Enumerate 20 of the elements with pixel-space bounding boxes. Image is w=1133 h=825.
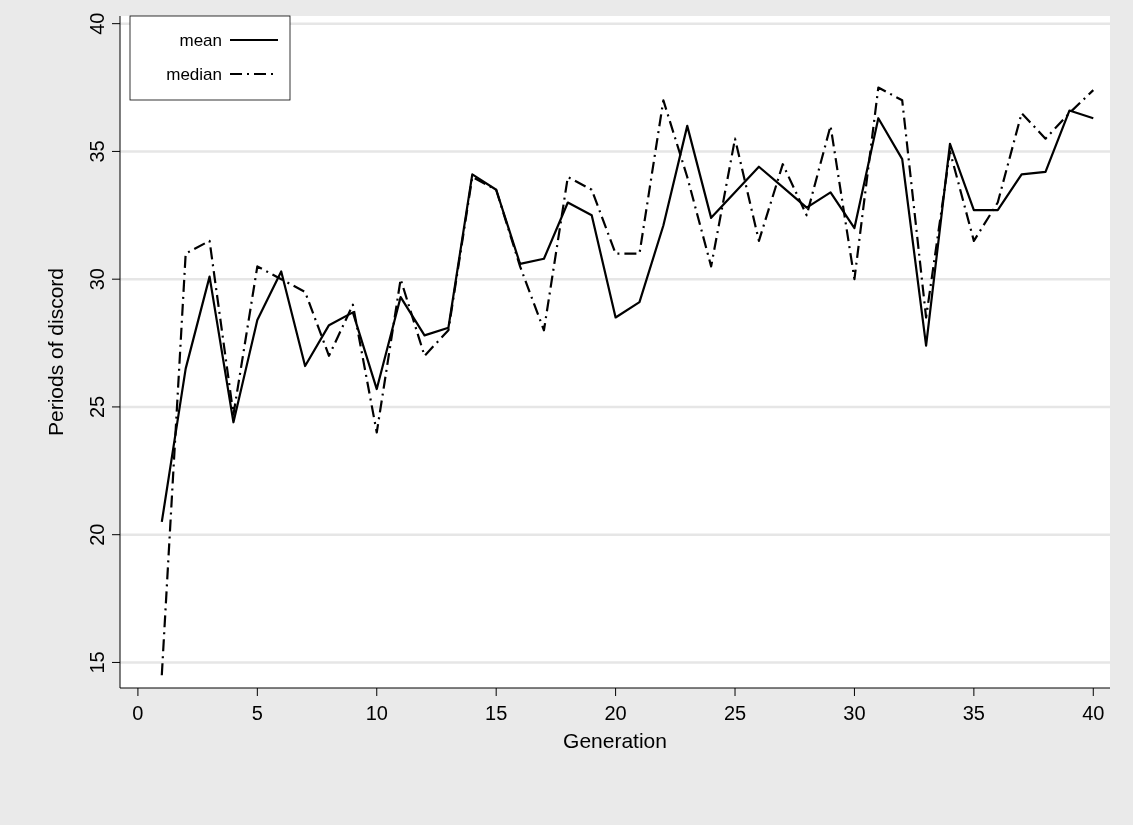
line-series	[160, 86, 1095, 677]
y-tick-label: 15	[86, 651, 108, 674]
x-tick-label: 20	[604, 702, 627, 724]
x-tick-label: 40	[1082, 702, 1105, 724]
x-tick-label: 30	[843, 702, 866, 724]
legend-label: median	[166, 65, 222, 84]
x-tick-label: 0	[132, 702, 144, 724]
legend-label: mean	[179, 31, 222, 50]
y-tick-label: 20	[86, 523, 108, 546]
x-tick-label: 5	[251, 702, 263, 724]
x-axis-title: Generation	[563, 729, 667, 752]
x-tick-label: 35	[962, 702, 985, 724]
x-tick-label: 15	[485, 702, 508, 724]
y-tick-label: 40	[86, 12, 108, 35]
x-tick-label: 10	[365, 702, 388, 724]
x-tick-label: 25	[723, 702, 747, 724]
y-tick-label: 35	[86, 140, 108, 163]
y-tick-label: 25	[86, 395, 108, 419]
y-tick-label: 30	[86, 268, 108, 291]
y-axis-title: Periods of discord	[44, 267, 67, 437]
